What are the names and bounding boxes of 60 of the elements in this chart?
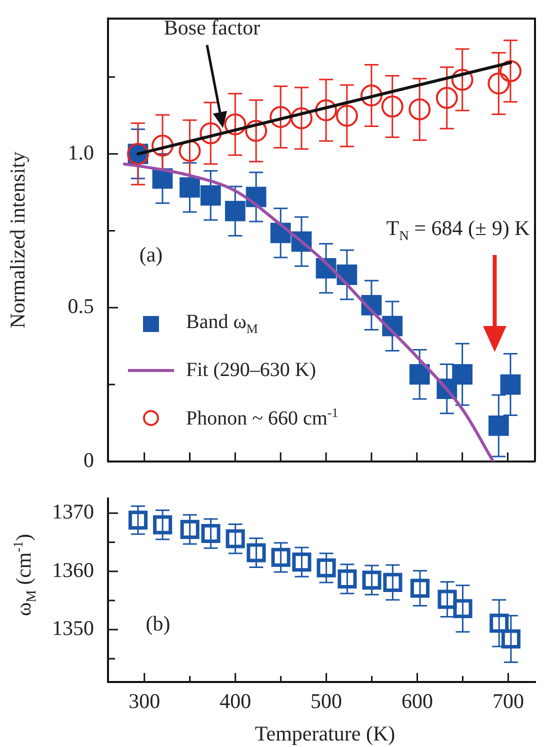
point [336, 104, 358, 127]
point [453, 599, 472, 618]
y-tick-label: 0 [84, 448, 94, 472]
point [451, 68, 474, 91]
y-tick-label: 1360 [52, 558, 94, 582]
point [452, 364, 473, 385]
point [152, 134, 174, 157]
x-tick-label: 700 [492, 689, 524, 714]
point [180, 520, 200, 539]
point [226, 529, 245, 548]
y-tick-label: 1370 [52, 500, 94, 524]
point [225, 200, 246, 222]
annotation: T$_{N}$ = 684 (± 9) K [386, 216, 530, 244]
point [381, 96, 404, 118]
x-tick-label: 400 [220, 689, 252, 714]
point [224, 113, 246, 136]
x-tick-label: 500 [310, 689, 342, 714]
point [383, 572, 402, 592]
annotation: (b) [146, 612, 170, 636]
point [490, 614, 509, 633]
point [436, 86, 458, 109]
point [338, 569, 357, 588]
x-tick-label: 600 [402, 689, 434, 714]
point [360, 84, 382, 106]
point [292, 552, 312, 572]
legend-label: Phonon ~ 660 cm$^{-1}$ [186, 405, 338, 431]
point [271, 548, 290, 567]
point [245, 120, 268, 142]
point [315, 99, 338, 122]
annotation: Bose factor [164, 16, 260, 40]
point [488, 72, 510, 94]
point [316, 558, 336, 578]
point [410, 578, 430, 598]
point [500, 374, 521, 395]
point [270, 106, 292, 128]
annotation: (a) [139, 242, 163, 268]
point [409, 364, 430, 385]
legend-label: Band ω$_{M}$ [186, 310, 258, 337]
legend-label: Fit (290–630 K) [186, 359, 316, 382]
y-tick-label: 1.0 [68, 140, 94, 164]
point [246, 543, 266, 562]
point [501, 629, 520, 648]
point [128, 510, 148, 530]
point [201, 524, 220, 544]
y-tick-label: 1350 [52, 616, 94, 640]
point [200, 185, 221, 206]
point [438, 590, 457, 609]
point [362, 570, 382, 590]
point [178, 140, 201, 162]
point [408, 98, 431, 120]
x-tick-label: 300 [128, 689, 160, 714]
point [180, 177, 200, 198]
point [200, 122, 222, 144]
point [153, 515, 172, 534]
y-tick-label: 0.5 [68, 294, 94, 318]
y-axis-title: Normalized intensity [6, 152, 30, 328]
point [290, 107, 313, 130]
point [499, 60, 522, 82]
x-axis-title: Temperature (K) [254, 722, 396, 746]
point [488, 416, 509, 436]
